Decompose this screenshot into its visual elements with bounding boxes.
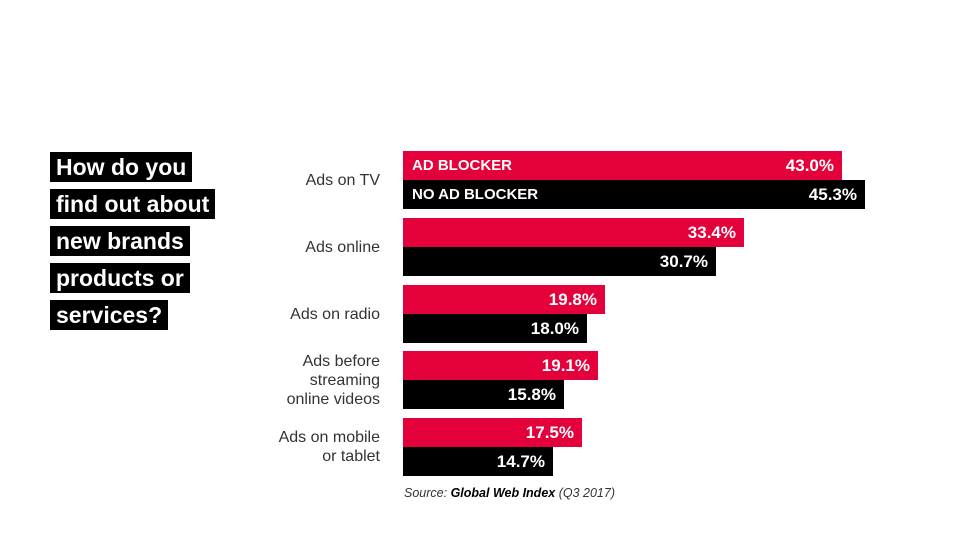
category-label-line: Ads on TV (305, 171, 380, 189)
question-title: How do you find out about new brands pro… (50, 152, 216, 330)
category-label-line: or tablet (322, 448, 380, 465)
bar-ad-blocker: 19.1% (403, 351, 598, 380)
category-label-line: Ads on radio (290, 305, 380, 323)
category-label: Ads on radio (290, 305, 380, 324)
series-legend-label: AD BLOCKER (412, 157, 512, 174)
title-line-3: new brands (50, 226, 190, 256)
bar-value-label: 19.8% (548, 290, 597, 309)
bar-value-label: 17.5% (525, 423, 574, 442)
bar-value-label: 43.0% (785, 156, 834, 175)
category-label-line: Ads online (305, 238, 380, 256)
bar-ad-blocker: 33.4% (403, 218, 744, 247)
category-label: Ads on TV (306, 171, 380, 190)
bar-ad-blocker: AD BLOCKER 43.0% (403, 151, 842, 180)
bar-value-label: 30.7% (659, 252, 708, 271)
bar-no-ad-blocker: 15.8% (403, 380, 564, 409)
bar-value-label: 19.1% (541, 356, 590, 375)
category-label-line: Ads on mobile (278, 429, 380, 446)
source-name: Global Web Index (450, 486, 556, 500)
title-line-2: find out about (50, 189, 216, 219)
category-label: Ads on mobile or tablet (279, 428, 380, 466)
bar-value-label: 45.3% (808, 185, 857, 204)
bar-value-label: 33.4% (687, 223, 736, 242)
source-prefix: Source: (404, 486, 448, 500)
title-line-4: products or (50, 263, 190, 293)
series-legend-label: NO AD BLOCKER (412, 186, 539, 203)
category-label-line: Ads before (302, 352, 380, 370)
category-label-line: online videos (286, 390, 380, 408)
bar-no-ad-blocker: 30.7% (403, 247, 716, 276)
source-note: Source: Global Web Index (Q3 2017) (404, 486, 615, 500)
category-label-line: streaming (309, 371, 380, 389)
source-suffix: (Q3 2017) (558, 486, 615, 500)
bar-ad-blocker: 19.8% (403, 285, 605, 314)
bar-value-label: 15.8% (507, 385, 556, 404)
bar-ad-blocker: 17.5% (403, 418, 582, 447)
bar-no-ad-blocker: 14.7% (403, 447, 553, 476)
bar-no-ad-blocker: 18.0% (403, 314, 587, 343)
bar-no-ad-blocker: NO AD BLOCKER 45.3% (403, 180, 865, 209)
category-label: Ads online (305, 238, 380, 257)
category-label: Ads before streaming online videos (287, 352, 380, 409)
bar-value-label: 18.0% (530, 319, 579, 338)
bar-value-label: 14.7% (496, 452, 545, 471)
title-line-1: How do you (50, 152, 193, 182)
title-line-5: services? (50, 300, 169, 330)
